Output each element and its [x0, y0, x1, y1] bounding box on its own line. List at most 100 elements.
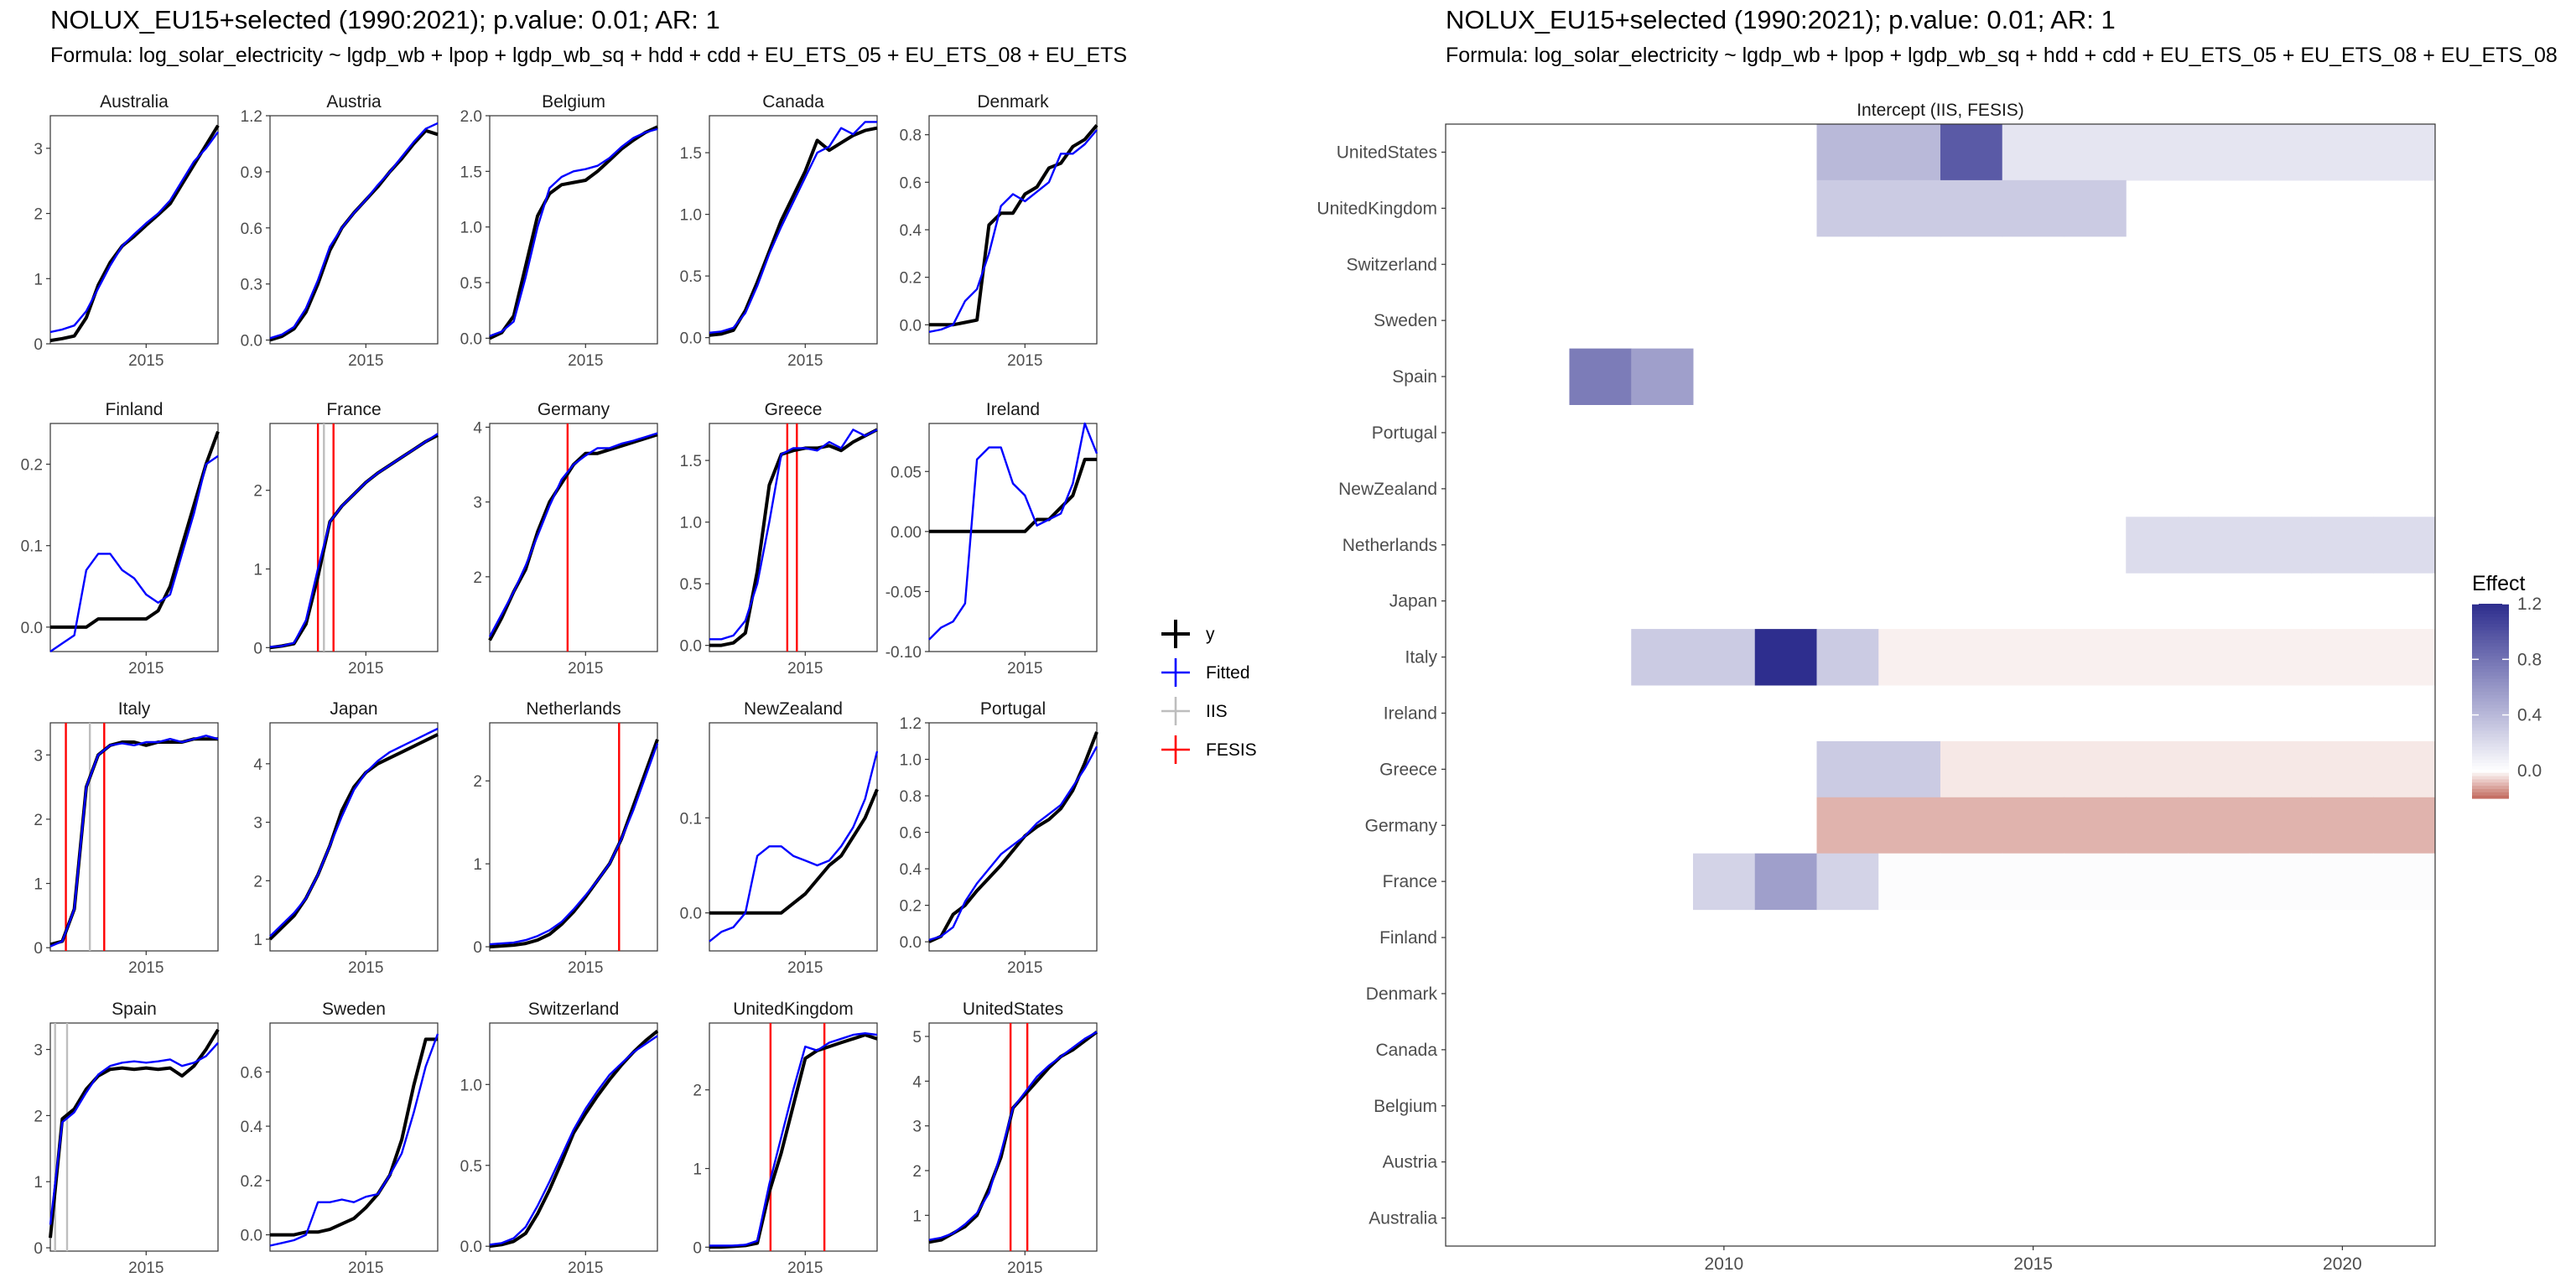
- legend-gradient-step: [2472, 610, 2509, 615]
- heatmap-cell: [2002, 629, 2064, 686]
- heatmap-cell: [1940, 124, 2003, 181]
- y-tick-label: 1: [473, 856, 482, 874]
- heatmap-cell: [2188, 797, 2251, 854]
- y-tick-label: 0: [34, 1240, 43, 1258]
- legend-gradient-step: [2472, 632, 2509, 637]
- panel-unitedkingdom: UnitedKingdom 0 1 2 2015: [693, 1000, 878, 1277]
- series-fitted-line: [49, 1041, 219, 1225]
- y-tick-label: 0.0: [241, 333, 262, 351]
- series-fitted-line: [269, 433, 439, 648]
- heatmap-cell: [2188, 124, 2251, 181]
- panel-frame: [709, 423, 878, 652]
- x-tick-label: 2015: [1007, 1259, 1042, 1277]
- series-fitted-line: [269, 1033, 439, 1247]
- legend-gradient-step: [2472, 759, 2509, 764]
- country-label: Austria: [1383, 1153, 1438, 1172]
- heatmap-cell: [2002, 797, 2064, 854]
- heatmap-cell: [2064, 797, 2127, 854]
- panel-title: France: [326, 400, 381, 419]
- y-tick-label: 0.0: [900, 317, 922, 335]
- y-tick-label: 1.0: [460, 1077, 482, 1094]
- series-fitted-line: [49, 131, 219, 334]
- right-formula: Formula: log_solar_electricity ~ lgdp_wb…: [1446, 44, 2558, 67]
- heatmap-cell: [2126, 517, 2189, 574]
- legend-gradient-step: [2472, 613, 2509, 618]
- y-tick-label: 0.0: [680, 330, 702, 348]
- x-tick-label: 2015: [2013, 1254, 2053, 1274]
- y-tick-label: 1.2: [241, 108, 262, 126]
- y-tick-label: 0.5: [460, 275, 482, 293]
- heatmap-cell: [2249, 124, 2312, 181]
- heatmap-cell: [1816, 797, 1879, 854]
- x-tick-label: 2015: [787, 352, 823, 370]
- country-label: Italy: [1405, 648, 1437, 667]
- panel-title: Austria: [326, 92, 382, 112]
- y-tick-label: 2: [253, 483, 262, 501]
- series-y-line: [709, 428, 878, 647]
- legend-gradient-step: [2472, 652, 2509, 657]
- legend-gradient-step: [2472, 688, 2509, 692]
- legend-gradient-step: [2472, 665, 2509, 669]
- panel-title: Switzerland: [528, 1000, 620, 1019]
- country-label: Germany: [1365, 816, 1438, 835]
- country-label: UnitedKingdom: [1317, 199, 1437, 218]
- panel-japan: Japan 1 2 3 4 2015: [253, 699, 439, 977]
- panel-title: Greece: [765, 400, 823, 419]
- panel-title: Ireland: [986, 400, 1040, 419]
- left-title: NOLUX_EU15+selected (1990:2021); p.value…: [50, 5, 720, 34]
- heatmap-cell: [2064, 853, 2127, 911]
- y-tick-label: 1.0: [460, 220, 482, 237]
- series-fitted-line: [489, 1035, 658, 1246]
- heatmap-cell: [1816, 179, 1879, 237]
- legend-gradient-step: [2472, 726, 2509, 731]
- y-tick-label: 0.0: [241, 1228, 262, 1245]
- x-tick-label: 2015: [128, 660, 164, 678]
- heatmap-cell: [1878, 797, 1941, 854]
- legend-label: y: [1206, 625, 1215, 644]
- x-tick-label: 2015: [1007, 959, 1042, 977]
- panel-frame: [49, 722, 219, 952]
- heatmap-cell: [1940, 740, 2003, 798]
- x-tick-label: 2015: [787, 1259, 823, 1277]
- legend-title: Effect: [2472, 572, 2526, 595]
- legend-gradient-step: [2472, 672, 2509, 676]
- heatmap-frame: [1445, 123, 2436, 1247]
- legend-gradient-step: [2472, 639, 2509, 643]
- country-label: Denmark: [1366, 984, 1438, 1004]
- y-tick-label: 0.2: [900, 898, 922, 916]
- panel-title: Italy: [118, 699, 151, 719]
- legend-tick-label: 1.2: [2517, 595, 2542, 614]
- heatmap-cell: [1878, 740, 1941, 798]
- legend-gradient-step: [2472, 743, 2509, 747]
- y-tick-label: 0.0: [21, 620, 43, 637]
- y-tick-label: 1.5: [680, 145, 702, 163]
- panel-austria: Austria 0.0 0.3 0.6 0.9 1.2 2015: [241, 92, 439, 370]
- series-y-line: [49, 1028, 220, 1239]
- country-label: Japan: [1389, 592, 1437, 611]
- y-tick-label: 0.6: [241, 221, 262, 238]
- panel-frame: [269, 423, 439, 652]
- series-y-line: [50, 431, 220, 629]
- x-tick-label: 2015: [568, 1259, 603, 1277]
- series-fitted-line: [709, 428, 878, 641]
- legend-gradient-step: [2472, 756, 2509, 761]
- panel-title: NewZealand: [744, 699, 843, 719]
- heatmap-cell: [1816, 124, 1879, 181]
- heatmap-cell: [2373, 517, 2436, 574]
- heatmap-cell: [2126, 124, 2189, 181]
- legend-gradient-step: [2472, 701, 2509, 705]
- y-tick-label: 4: [473, 419, 482, 437]
- y-tick-label: 1.0: [680, 207, 702, 225]
- legend-gradient-step: [2472, 769, 2509, 773]
- country-label: Ireland: [1384, 704, 1437, 723]
- panel-greece: Greece 0.0 0.5 1.0 1.5 2015: [680, 400, 878, 678]
- legend-gradient-step: [2472, 785, 2509, 789]
- country-label: Canada: [1375, 1041, 1437, 1060]
- heatmap-cell: [2373, 629, 2436, 686]
- y-tick-label: 0.0: [680, 906, 702, 923]
- y-tick-label: 2: [34, 812, 43, 829]
- y-tick-label: 1.0: [900, 752, 922, 770]
- heatmap-cell: [2002, 740, 2064, 798]
- country-label: Switzerland: [1346, 255, 1437, 274]
- heatmap-cell: [1940, 853, 2003, 911]
